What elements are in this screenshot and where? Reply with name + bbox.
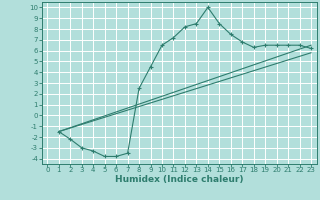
X-axis label: Humidex (Indice chaleur): Humidex (Indice chaleur): [115, 175, 244, 184]
